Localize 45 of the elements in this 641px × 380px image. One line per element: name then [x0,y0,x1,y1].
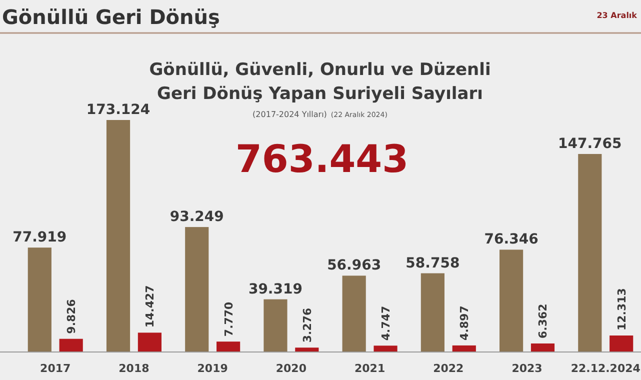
bar [28,248,52,352]
x-tick-label: 2017 [40,362,71,375]
text: 23 Aralık [596,11,638,20]
data-label: 76.346 [484,232,538,248]
x-tick-label: 2019 [197,362,228,375]
data-label: 58.758 [406,255,460,272]
data-label: 39.319 [248,281,302,298]
data-label: 14.427 [144,285,157,328]
chart-subtitle: Gönüllü, Güvenli, Onurlu ve Düzenli Geri Dönüş Yapan Suriyeli Sayıları [149,60,491,104]
x-tick-label: 2021 [354,362,386,375]
data-label: 7.770 [222,301,236,337]
data-label: 12.313 [615,288,628,330]
x-tick-label: 2018 [118,362,150,375]
bar [138,332,162,352]
data-label: 77.919 [12,230,67,246]
data-label: 4.747 [380,306,393,341]
x-tick-label: 2020 [276,362,307,375]
bar [420,273,444,352]
chart-title: Gönüllü Geri Dönüş [2,5,220,29]
data-label: 9.826 [65,298,78,334]
bar [216,342,240,352]
annotation: 763.443 [235,137,409,181]
x-tick-label: 22.12.2024 [570,362,641,375]
data-label: 4.897 [458,306,472,340]
bar [500,250,524,352]
bar [185,227,209,352]
data-label: 3.276 [300,307,314,343]
bar [106,120,130,352]
bar [452,345,476,352]
text: (2017-2024 Yılları) [252,110,327,119]
x-tick-label: 2022 [433,362,464,375]
x-tick-label: 2023 [512,362,542,375]
data-label: 56.963 [327,258,382,274]
bar [374,346,398,352]
bar [295,348,319,352]
bar [578,154,602,352]
data-label: 93.249 [170,209,224,226]
bar [610,336,634,352]
bar [59,338,83,352]
bar [264,299,288,352]
bar [342,276,366,352]
data-label: 173.124 [86,102,150,118]
data-label: 6.362 [536,304,550,338]
bar [530,343,555,352]
data-label: 147.765 [558,136,622,152]
